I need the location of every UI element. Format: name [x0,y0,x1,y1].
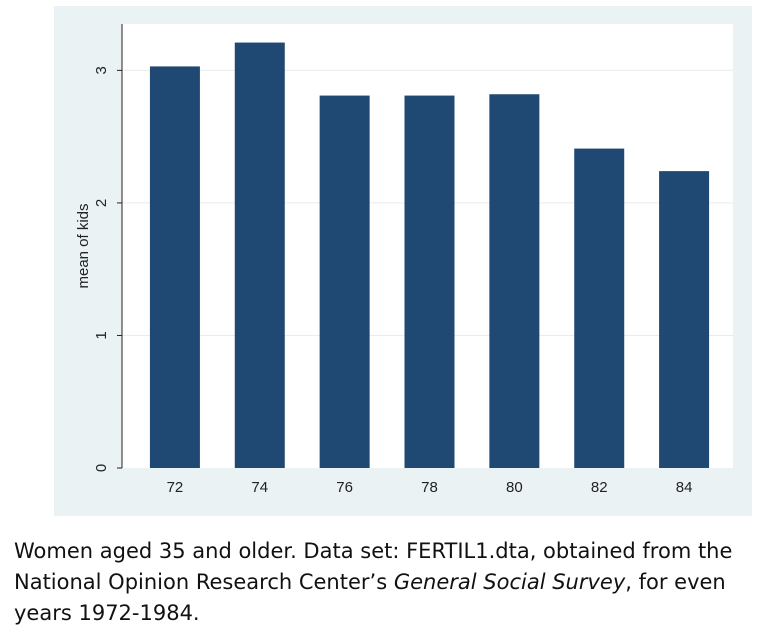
bar-82 [574,148,625,468]
x-tick-label-82: 82 [591,479,608,496]
x-tick-label-76: 76 [336,479,353,496]
figure-caption: Women aged 35 and older. Data set: FERTI… [14,536,759,629]
x-tick-label-84: 84 [676,479,693,496]
y-tick-label-3: 3 [93,66,110,74]
y-tick-label-2: 2 [93,199,110,207]
bar-78 [404,95,455,468]
y-axis-label: mean of kids [75,203,92,288]
caption-text-2: , for even years 1972-1984. [14,570,726,625]
x-ticks: 72 74 76 78 80 82 84 [167,479,693,496]
y-tick-label-1: 1 [93,331,110,339]
caption-survey-name: General Social Survey [393,570,626,594]
bar-80 [489,94,540,468]
bar-72 [149,66,200,469]
bar-76 [319,95,370,468]
y-ticks: 0 1 2 3 [93,66,122,472]
bar-chart: 0 1 2 3 72 74 76 78 80 82 84 mean of kids [75,24,733,496]
bar-74 [234,42,285,468]
x-tick-label-80: 80 [506,479,523,496]
caption-text-1: Women aged 35 and older. Data set: FERTI… [14,539,733,594]
x-tick-label-78: 78 [421,479,438,496]
bars [149,42,710,469]
bar-84 [659,171,710,468]
x-tick-label-74: 74 [251,479,268,496]
y-tick-label-0: 0 [93,464,110,472]
x-tick-label-72: 72 [167,479,184,496]
